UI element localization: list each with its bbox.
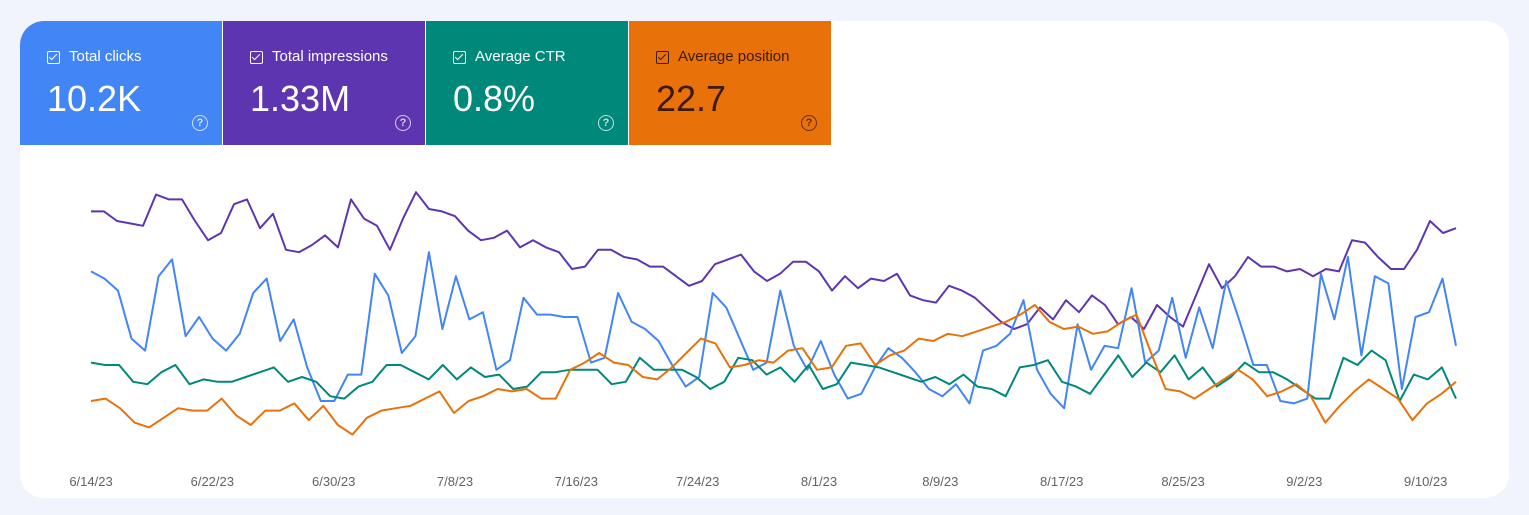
series-line-average-ctr: [90, 349, 1457, 402]
metric-value: 1.33M: [250, 78, 351, 119]
x-tick-label: 9/10/23: [1404, 474, 1447, 489]
series-line-total-clicks: [90, 251, 1457, 410]
checkbox-checked-icon[interactable]: [656, 50, 669, 64]
metric-value: 22.7: [656, 78, 727, 119]
x-tick-label: 8/1/23: [801, 474, 837, 489]
checkbox-checked-icon[interactable]: [453, 50, 466, 64]
metric-label: Total clicks: [69, 48, 142, 65]
x-tick-label: 8/25/23: [1161, 474, 1204, 489]
x-tick-label: 7/8/23: [437, 474, 473, 489]
series-layer: [90, 191, 1457, 436]
x-tick-label: 7/16/23: [555, 474, 598, 489]
x-tick-label: 6/30/23: [312, 474, 355, 489]
x-tick-label: 6/14/23: [69, 474, 112, 489]
x-tick-label: 7/24/23: [676, 474, 719, 489]
metric-label: Total impressions: [272, 48, 388, 65]
metric-card-average-ctr[interactable]: Average CTR 0.8% ?: [426, 21, 628, 145]
metric-card-total-impressions[interactable]: Total impressions 1.33M ?: [223, 21, 425, 145]
metric-value: 0.8%: [453, 78, 536, 119]
question-circle-icon[interactable]: ?: [598, 115, 614, 131]
series-line-average-position: [90, 304, 1457, 436]
metric-card-total-clicks[interactable]: Total clicks 10.2K ?: [20, 21, 222, 145]
checkbox-checked-icon[interactable]: [47, 50, 60, 64]
x-tick-label: 8/9/23: [922, 474, 958, 489]
checkbox-checked-icon[interactable]: [250, 50, 263, 64]
metric-cards: Total clicks 10.2K ? Total impressions 1…: [20, 21, 831, 145]
metric-value: 10.2K: [47, 78, 142, 119]
performance-line-chart[interactable]: 6/14/23 6/22/23 6/30/23 7/8/23 7/16/23 7/24/2…: [20, 145, 1509, 498]
metric-card-average-position[interactable]: Average position 22.7 ?: [629, 21, 831, 145]
series-line-total-impressions: [91, 191, 1457, 330]
metric-label: Average CTR: [475, 48, 566, 65]
x-tick-label: 6/22/23: [191, 474, 234, 489]
x-tick-label: 8/17/23: [1040, 474, 1083, 489]
x-tick-label: 9/2/23: [1286, 474, 1322, 489]
question-circle-icon[interactable]: ?: [192, 115, 208, 131]
x-axis: 6/14/23 6/22/23 6/30/23 7/8/23 7/16/23 7/24/2…: [69, 474, 1447, 489]
metric-label: Average position: [678, 48, 790, 65]
question-circle-icon[interactable]: ?: [395, 115, 411, 131]
question-circle-icon[interactable]: ?: [801, 115, 817, 131]
performance-panel: Total clicks 10.2K ? Total impressions 1…: [20, 21, 1509, 498]
